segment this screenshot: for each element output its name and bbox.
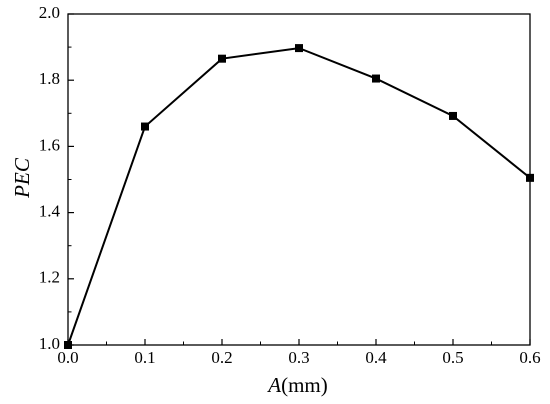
series-line (67, 47, 531, 346)
y-tick-label: 1.4 (39, 202, 61, 221)
x-axis-label: A(mm) (266, 373, 327, 397)
x-tick-label: 0.3 (288, 348, 309, 367)
data-point (372, 74, 380, 83)
x-tick-label: 0.0 (57, 348, 78, 367)
data-point (141, 122, 149, 131)
y-tick-label: 2.0 (39, 3, 60, 22)
x-tick-label: 0.6 (519, 348, 540, 367)
data-point (218, 54, 226, 63)
series-layer (64, 44, 534, 349)
y-tick-label: 1.8 (39, 69, 60, 88)
y-tick-label: 1.6 (39, 135, 60, 154)
axis-ticks (67, 13, 531, 346)
y-axis-label: PEC (10, 157, 34, 199)
y-tick-label: 1.2 (39, 268, 60, 287)
x-tick-label: 0.5 (442, 348, 463, 367)
y-tick-label: 1.0 (39, 334, 60, 353)
x-tick-label: 0.1 (134, 348, 155, 367)
data-point (295, 44, 303, 53)
data-point (449, 111, 457, 120)
x-tick-label: 0.2 (211, 348, 232, 367)
x-axis-unit: (mm) (281, 373, 328, 397)
plot-frame (67, 13, 531, 346)
x-tick-label: 0.4 (365, 348, 387, 367)
x-axis-variable: A (266, 373, 281, 397)
x-tick-labels: 0.0 0.1 0.2 0.3 0.4 0.5 0.6 (57, 348, 540, 367)
y-tick-labels: 1.0 1.2 1.4 1.6 1.8 2.0 (39, 3, 61, 353)
